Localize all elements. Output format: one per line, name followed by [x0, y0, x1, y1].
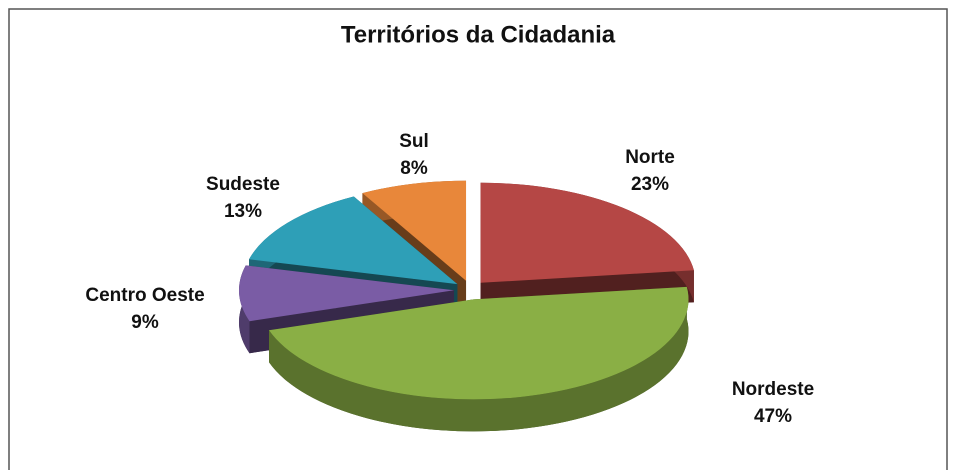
slice-percent: 9%	[131, 312, 159, 333]
slice	[480, 182, 694, 283]
slice	[239, 265, 455, 322]
chart-title: Territórios da Cidadania	[341, 21, 616, 48]
slice-name: Norte	[625, 147, 675, 168]
slice-percent: 13%	[224, 201, 262, 222]
slice-name: Sudeste	[206, 174, 280, 195]
slice	[362, 180, 467, 281]
slice-percent: 8%	[400, 158, 428, 179]
slice-rim	[269, 286, 689, 432]
slice-percent: 23%	[631, 174, 669, 195]
slice-name: Sul	[399, 131, 429, 152]
slice	[249, 196, 458, 285]
slice-percent: 47%	[754, 406, 792, 427]
slice	[269, 286, 689, 400]
slice-name: Centro Oeste	[85, 285, 204, 306]
slice-name: Nordeste	[732, 379, 814, 400]
